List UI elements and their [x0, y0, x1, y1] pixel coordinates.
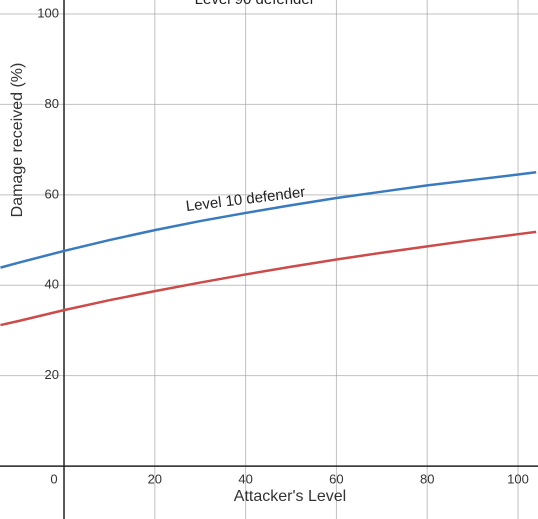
- x-tick-label: 20: [148, 472, 162, 487]
- series-line: [0, 230, 537, 327]
- x-tick-label: 40: [238, 472, 252, 487]
- y-tick-label: 40: [45, 277, 59, 292]
- x-tick-label: 100: [507, 472, 529, 487]
- x-tick-label: 80: [420, 472, 434, 487]
- y-tick-label: 60: [45, 186, 59, 201]
- y-tick-label: 20: [45, 367, 59, 382]
- series-label: Level 90 defender: [195, 0, 315, 8]
- y-tick-label: 80: [45, 96, 59, 111]
- y-tick-label: 100: [37, 5, 59, 20]
- x-tick-label: 0: [50, 472, 57, 487]
- y-axis-label: Damage received (%): [9, 63, 26, 218]
- x-tick-label: 60: [329, 472, 343, 487]
- series-line: [0, 171, 537, 269]
- x-axis-label: Attacker's Level: [234, 488, 346, 505]
